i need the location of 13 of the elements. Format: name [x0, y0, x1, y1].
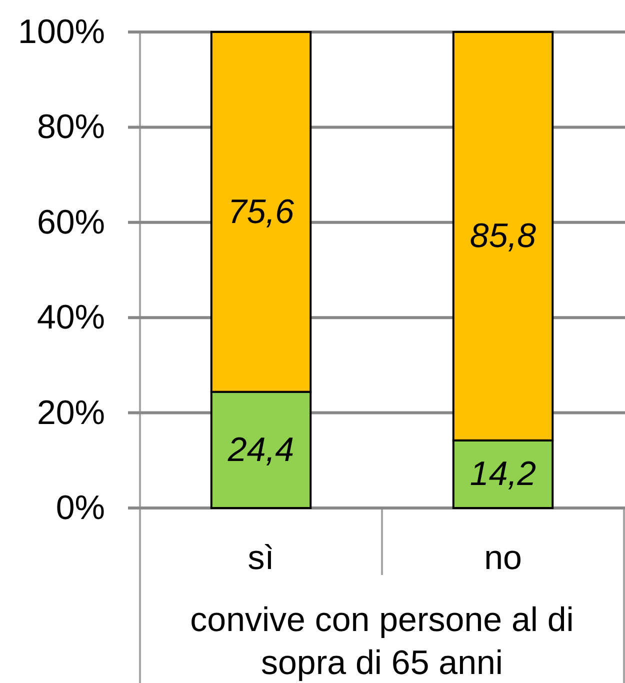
y-tick-label: 100%: [18, 13, 105, 51]
data-label: 14,2: [470, 455, 536, 494]
x-tick-label: no: [484, 539, 522, 577]
data-label: 75,6: [228, 192, 294, 231]
y-tick-label: 0%: [56, 489, 105, 527]
y-tick-label: 60%: [36, 203, 105, 242]
y-tick-label: 20%: [36, 394, 105, 432]
y-tick-label: 40%: [36, 298, 105, 337]
y-tick-label: 80%: [36, 108, 105, 146]
x-tick-label: sì: [248, 539, 274, 577]
data-label: 24,4: [226, 430, 294, 469]
data-label: 85,8: [470, 217, 536, 256]
x-axis-title: convive con persone al di sopra di 65 anni: [190, 601, 574, 682]
